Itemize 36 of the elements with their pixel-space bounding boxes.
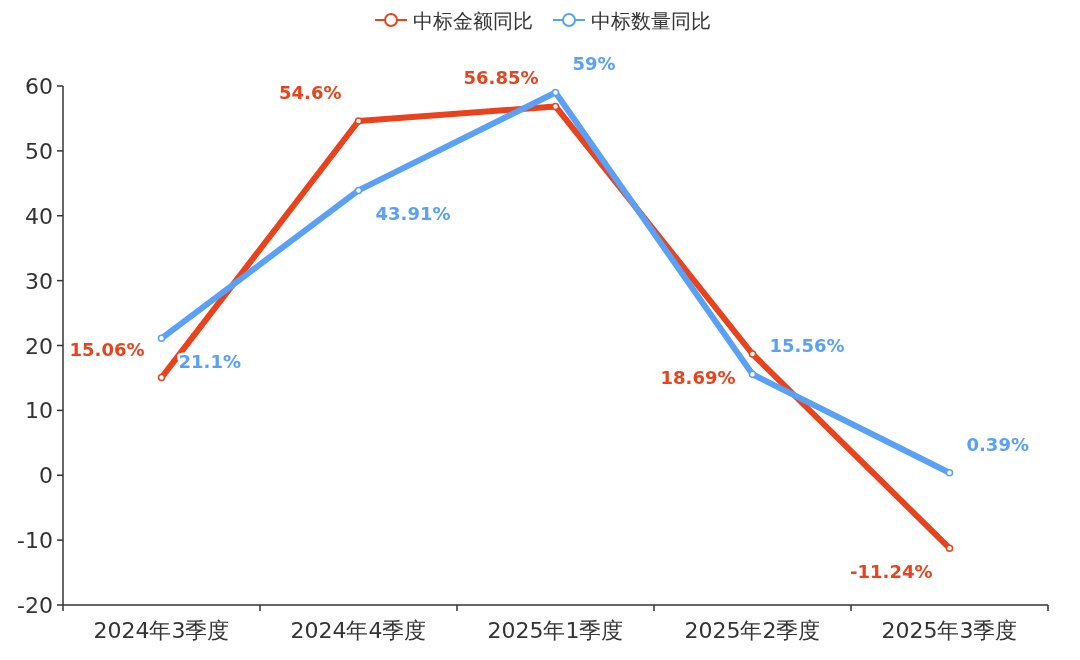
point xyxy=(748,350,757,358)
y-tick-label: 20 xyxy=(25,333,53,359)
point xyxy=(157,373,166,382)
x-tick-label: 2025年1季度 xyxy=(487,618,624,643)
data-label: 0.39% xyxy=(966,433,1029,455)
x-tick-label: 2025年2季度 xyxy=(684,618,821,643)
y-tick-label: 30 xyxy=(25,268,53,294)
legend-label: 中标数量同比 xyxy=(591,9,711,33)
y-tick-label: 60 xyxy=(25,74,53,99)
legend-label: 中标金额同比 xyxy=(413,9,533,33)
point xyxy=(157,334,166,343)
data-label: 54.6% xyxy=(279,82,342,104)
data-label: 15.56% xyxy=(769,335,845,357)
data-label: 59% xyxy=(572,53,616,75)
point xyxy=(945,468,954,477)
y-tick-label: -20 xyxy=(17,593,53,618)
x-tick-label: 2024年3季度 xyxy=(93,618,230,643)
x-tick-label: 2024年4季度 xyxy=(290,618,427,643)
point xyxy=(748,370,757,379)
point xyxy=(354,117,363,125)
data-label: 43.91% xyxy=(375,203,451,225)
y-tick-label: 0 xyxy=(39,463,53,489)
y-tick-label: 10 xyxy=(25,398,53,424)
point xyxy=(945,544,954,552)
point xyxy=(551,102,560,111)
data-label: 56.85% xyxy=(463,67,539,89)
data-label: 21.1% xyxy=(178,351,241,373)
x-tick-label: 2025年3季度 xyxy=(881,618,1018,643)
y-tick-label: 40 xyxy=(25,203,53,229)
data-label: -11.24% xyxy=(850,561,933,583)
y-tick-label: 50 xyxy=(25,138,53,164)
y-tick-label: -10 xyxy=(17,528,53,554)
point xyxy=(354,186,363,195)
point xyxy=(551,88,560,97)
data-label: 18.69% xyxy=(660,367,736,388)
data-label: 15.06% xyxy=(69,338,145,360)
